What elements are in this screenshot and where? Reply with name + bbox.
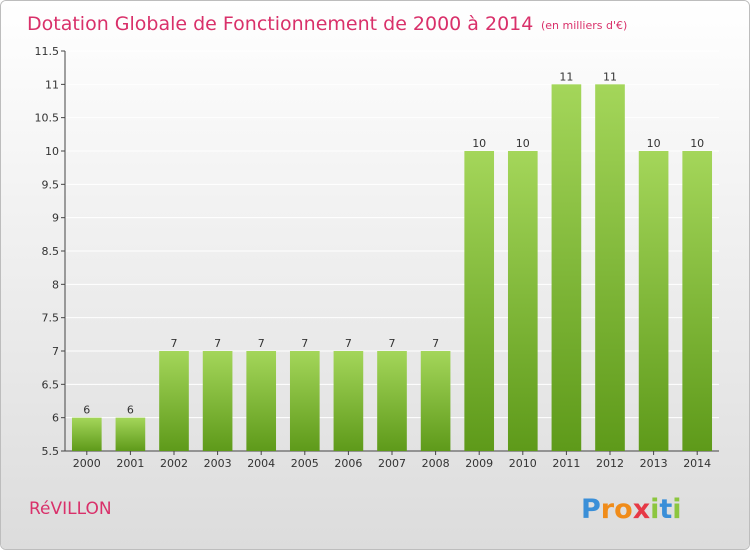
logo-letter: x [633,494,650,525]
x-tick-label: 2013 [640,457,668,470]
x-tick-label: 2001 [116,457,144,470]
data-label: 7 [345,337,352,350]
y-tick-label: 5.5 [42,445,60,458]
x-tick-label: 2000 [73,457,101,470]
y-tick-label: 6 [52,412,59,425]
data-label: 7 [301,337,308,350]
y-tick-label: 10 [45,145,59,158]
x-tick-label: 2008 [422,457,450,470]
x-axis: 2000 2001 2002 2003 2004 2005 2006 2007 2008 2009… [73,451,711,470]
data-label: 6 [83,404,90,417]
bar [71,417,102,451]
chart-title: Dotation Globale de Fonctionnement de 20… [27,13,533,35]
y-tick-label: 8.5 [42,245,60,258]
bar [464,151,495,451]
x-tick-label: 2004 [247,457,275,470]
y-tick-label: 6.5 [42,378,60,391]
bar [682,151,713,451]
data-label: 11 [559,70,573,83]
logo-letter: i [672,494,681,525]
logo-letter: r [601,494,615,525]
bars: 6 6 7 7 7 7 7 7 7 10 10 11 11 10 10 [71,70,713,451]
y-axis: 5.5 6 6.5 7 7.5 8 8.5 9 9.5 10 10.5 11 11.5 [35,45,719,458]
x-tick-label: 2002 [160,457,188,470]
proxiti-logo[interactable]: Proxiti [581,494,682,525]
logo-letter: i [650,494,659,525]
logo-letter: o [614,494,633,525]
x-tick-label: 2012 [596,457,624,470]
x-tick-label: 2006 [334,457,362,470]
y-tick-label: 9 [52,212,59,225]
data-label: 10 [516,137,530,150]
x-tick-label: 2010 [509,457,537,470]
data-label: 7 [214,337,221,350]
data-label: 10 [647,137,661,150]
logo-letter: t [659,494,672,525]
y-tick-label: 11.5 [35,45,60,58]
x-tick-label: 2014 [683,457,711,470]
y-tick-label: 8 [52,278,59,291]
x-tick-label: 2009 [465,457,493,470]
y-tick-label: 10.5 [35,112,60,125]
y-tick-label: 11 [45,78,59,91]
data-label: 10 [472,137,486,150]
y-tick-label: 7 [52,345,59,358]
commune-name: RéVILLON [29,499,112,519]
data-label: 7 [389,337,396,350]
x-tick-label: 2005 [291,457,319,470]
bar [551,84,582,451]
bar [595,84,625,451]
data-label: 6 [127,404,134,417]
data-label: 7 [171,337,178,350]
data-label: 7 [432,337,439,350]
bar [377,351,407,451]
bar [115,417,146,451]
chart-unit: (en milliers d'€) [541,19,627,32]
x-tick-label: 2011 [552,457,580,470]
bar [246,351,277,451]
bar [638,151,669,451]
bar [333,351,364,451]
bar [420,351,451,451]
data-label: 7 [258,337,265,350]
x-tick-label: 2007 [378,457,406,470]
data-label: 10 [690,137,704,150]
bar [507,151,538,451]
bar [289,351,320,451]
logo-letter: P [581,494,601,525]
data-label: 11 [603,70,617,83]
bar [202,351,233,451]
bar [159,351,189,451]
y-tick-label: 9.5 [42,178,60,191]
y-tick-label: 7.5 [42,312,60,325]
x-tick-label: 2003 [204,457,232,470]
